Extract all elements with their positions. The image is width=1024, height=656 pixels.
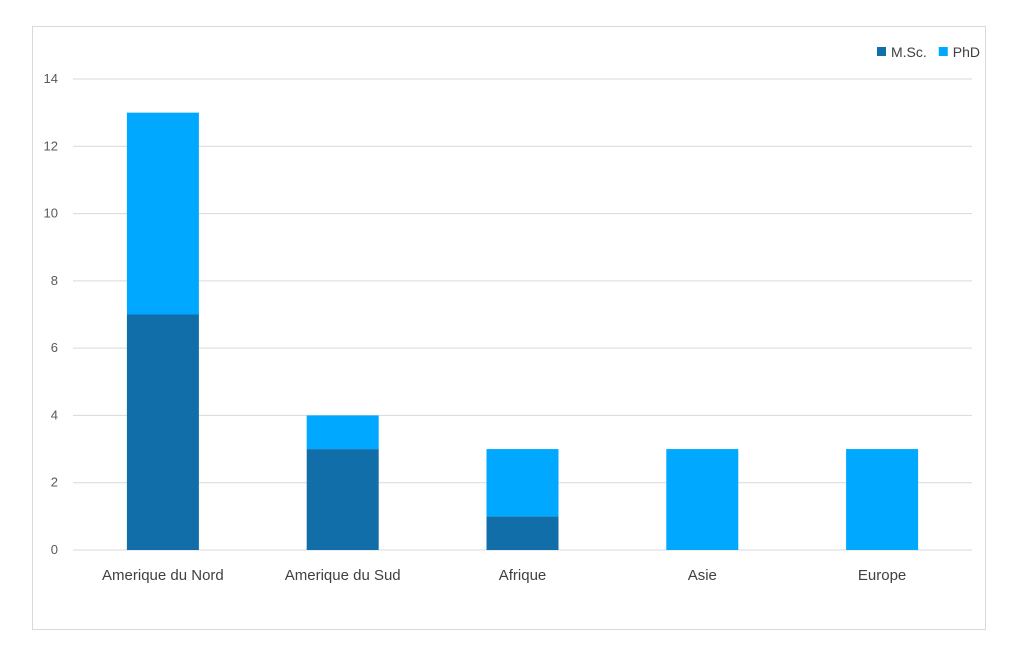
y-tick-label: 4 [51, 407, 58, 422]
bar-phd-2 [486, 449, 559, 517]
x-tick-label: Afrique [499, 567, 547, 584]
x-tick-label: Europe [858, 567, 906, 584]
bar-phd-1 [306, 415, 379, 450]
bar-m-sc--0 [126, 314, 199, 550]
y-tick-label: 12 [44, 138, 58, 153]
x-tick-label: Amerique du Nord [102, 567, 224, 584]
y-tick-label: 10 [44, 206, 58, 221]
legend-swatch [938, 47, 948, 56]
y-tick-label: 2 [51, 475, 58, 490]
bar-phd-4 [846, 449, 919, 550]
bar-phd-3 [666, 449, 739, 550]
x-tick-label: Asie [688, 567, 717, 584]
y-tick-label: 8 [51, 273, 58, 288]
legend-label: PhD [953, 44, 980, 60]
x-axis: Amerique du Nord Amerique du Sud Afrique As… [102, 567, 906, 584]
gridlines [73, 78, 972, 551]
bars [126, 112, 919, 550]
legend-swatch [876, 47, 886, 56]
y-tick-label: 14 [44, 71, 58, 86]
bar-m-sc--1 [306, 449, 379, 550]
y-axis: 0 2 4 6 8 10 12 14 [44, 71, 58, 557]
legend: PhD M.Sc. [876, 44, 980, 60]
legend-label: M.Sc. [891, 44, 927, 60]
x-tick-label: Amerique du Sud [285, 567, 401, 584]
y-tick-label: 6 [51, 340, 58, 355]
bar-m-sc--2 [486, 516, 559, 550]
bar-phd-0 [126, 112, 199, 315]
y-tick-label: 0 [51, 542, 58, 557]
